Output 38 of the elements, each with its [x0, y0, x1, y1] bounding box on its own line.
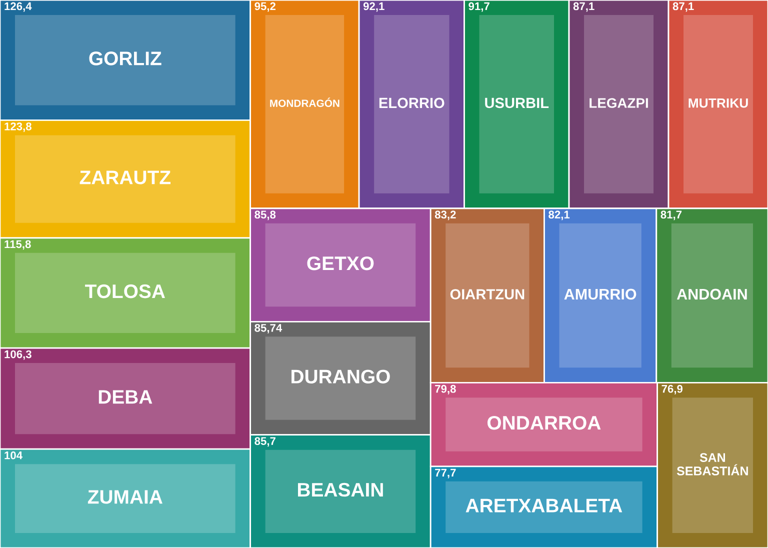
data-label: 106,3	[4, 350, 32, 360]
category-label: GETXO	[307, 256, 374, 270]
data-label: 77,7	[435, 468, 456, 478]
category-label: OIARTZUN	[450, 289, 524, 300]
category-label: ANDOAIN	[676, 288, 747, 300]
category-label: ONDARROA	[488, 416, 601, 430]
category-label: MONDRAGÓN	[270, 98, 340, 107]
category-label: MUTRIKU	[688, 98, 748, 108]
data-label: 104	[4, 451, 22, 460]
data-label: 126,4	[4, 2, 32, 12]
category-label: ZUMAIA	[88, 490, 162, 504]
category-label: DURANGO	[292, 370, 390, 384]
data-label: 79,8	[435, 384, 456, 394]
data-label: 95,2	[254, 2, 276, 12]
category-label: LEGAZPI	[590, 98, 648, 108]
data-label: 81,7	[660, 210, 682, 220]
category-label: DEBA	[98, 390, 152, 404]
category-label: AMURRIO	[564, 288, 636, 300]
category-label: ZARAUTZ	[80, 170, 170, 184]
category-label: SAN SEBASTIÁN	[676, 453, 748, 476]
data-label: 85,8	[254, 210, 276, 220]
category-label: ARETXABALETA	[466, 498, 622, 512]
category-label: USURBIL	[485, 98, 549, 108]
data-label: 87,1	[672, 2, 694, 12]
category-label: TOLOSA	[85, 284, 165, 298]
data-label: 87,1	[573, 2, 594, 12]
data-label: 85,7	[254, 437, 276, 447]
data-label: 83,2	[434, 210, 456, 220]
data-label: 123,8	[4, 122, 32, 132]
data-label: 92,1	[363, 2, 384, 12]
data-label: 91,7	[468, 2, 490, 12]
category-label: GORLIZ	[89, 52, 162, 66]
data-label: 115,8	[4, 240, 31, 250]
data-label: 76,9	[662, 384, 683, 394]
data-label: 85,74	[254, 324, 282, 334]
category-label: BEASAIN	[298, 482, 383, 497]
data-label: 82,1	[548, 210, 570, 220]
category-label: ELORRIO	[379, 98, 444, 108]
